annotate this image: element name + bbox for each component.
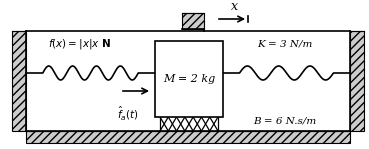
Text: B = 6 N.s/m: B = 6 N.s/m <box>254 117 317 125</box>
Text: K = 3 N/m: K = 3 N/m <box>257 39 313 49</box>
Bar <box>155 41 223 117</box>
Bar <box>12 31 26 131</box>
Text: M = 2 kg: M = 2 kg <box>163 74 215 84</box>
Bar <box>350 31 364 131</box>
Text: $f(x) = |x|x\ \mathbf{N}$: $f(x) = |x|x\ \mathbf{N}$ <box>48 37 111 51</box>
Text: x: x <box>231 0 238 14</box>
Bar <box>182 13 204 29</box>
Bar <box>26 131 350 143</box>
Text: $\hat{f}_a(t)$: $\hat{f}_a(t)$ <box>117 104 139 122</box>
